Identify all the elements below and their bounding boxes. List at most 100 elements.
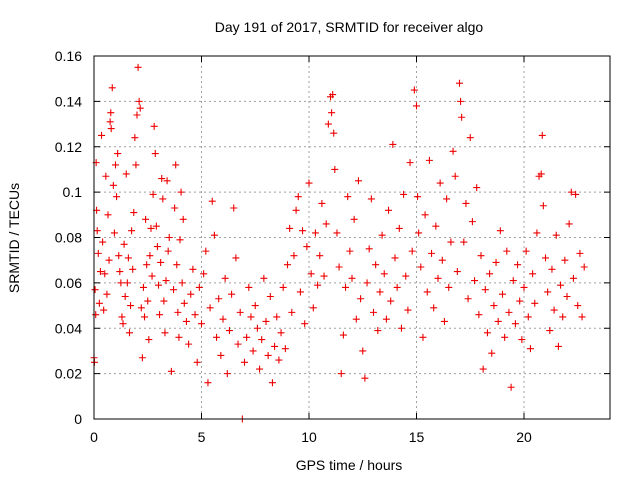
data-point (156, 311, 164, 319)
data-point (232, 254, 240, 262)
data-point (316, 252, 324, 260)
data-point (223, 370, 231, 378)
data-point (453, 268, 461, 276)
data-point (258, 336, 266, 344)
data-point (193, 358, 201, 366)
data-point (150, 122, 158, 130)
data-point (104, 211, 112, 219)
data-point (331, 165, 339, 173)
data-point (511, 320, 519, 328)
data-point (337, 370, 345, 378)
y-tick-labels: 0 0.02 0.04 0.06 0.08 0.1 0.12 0.14 0.16 (55, 48, 82, 427)
data-point (91, 286, 99, 294)
data-point (107, 109, 115, 117)
data-point (457, 97, 465, 105)
data-point (533, 229, 541, 237)
data-point (133, 111, 141, 119)
data-point (200, 270, 208, 278)
data-point (367, 195, 375, 203)
data-point (397, 324, 405, 332)
axis-ticks (93, 55, 610, 420)
data-point (436, 179, 444, 187)
data-point (114, 150, 122, 158)
data-point (92, 311, 100, 319)
data-point (499, 290, 506, 298)
data-point (245, 283, 253, 291)
data-point (518, 336, 526, 344)
data-point (430, 304, 438, 312)
data-point (421, 211, 429, 219)
data-point (542, 254, 549, 262)
chart-title: Day 191 of 2017, SRMTID for receiver alg… (215, 19, 484, 35)
data-point (215, 295, 223, 303)
data-point (335, 263, 343, 271)
data-point (208, 197, 216, 205)
data-point (404, 306, 412, 314)
data-point (268, 379, 276, 387)
data-point (116, 268, 124, 276)
data-point (125, 329, 133, 337)
data-point (580, 263, 588, 271)
data-point (537, 170, 545, 178)
data-point (123, 279, 131, 287)
data-point (131, 134, 139, 142)
data-point (468, 218, 476, 226)
data-point (294, 193, 302, 201)
data-point (243, 333, 251, 341)
data-point (110, 229, 118, 237)
data-point (451, 172, 459, 180)
data-point (477, 252, 485, 260)
data-point (374, 327, 382, 335)
data-point (492, 258, 500, 266)
data-point (249, 347, 257, 355)
data-point (365, 245, 373, 253)
x-tick-label: 5 (198, 429, 206, 445)
data-point (299, 227, 307, 235)
data-point (576, 249, 584, 257)
data-point (464, 295, 472, 303)
data-point (301, 320, 309, 328)
data-point (311, 229, 319, 237)
data-point (157, 258, 165, 266)
data-point (318, 199, 326, 207)
data-point (445, 283, 453, 291)
data-point (195, 283, 203, 291)
data-point (460, 238, 468, 246)
data-point (471, 277, 479, 285)
data-point (93, 227, 101, 235)
x-tick-label: 20 (516, 429, 532, 445)
data-point (415, 229, 423, 237)
data-point (135, 97, 143, 105)
data-point (305, 179, 313, 187)
data-point (185, 340, 193, 348)
data-point (234, 340, 242, 348)
data-point (292, 206, 300, 214)
data-point (113, 193, 121, 201)
data-point (538, 131, 546, 139)
data-point (121, 292, 129, 300)
data-point (391, 254, 399, 262)
data-point (146, 252, 154, 260)
data-point (153, 243, 161, 251)
data-point (271, 342, 279, 350)
data-point (330, 129, 338, 137)
data-point (266, 292, 274, 300)
data-point (387, 297, 395, 305)
data-point (137, 304, 145, 312)
data-point (290, 252, 298, 260)
data-point (132, 161, 140, 169)
data-point (256, 365, 264, 373)
data-point (164, 247, 172, 255)
data-point (432, 222, 440, 230)
data-point (99, 238, 107, 246)
data-point (284, 261, 291, 269)
data-point (473, 184, 481, 192)
data-point (574, 302, 582, 310)
data-point (425, 156, 433, 164)
data-point (117, 279, 125, 287)
data-point (230, 204, 238, 212)
data-point (408, 247, 416, 255)
data-point (130, 209, 138, 217)
data-point (569, 274, 577, 282)
data-point (578, 313, 586, 321)
